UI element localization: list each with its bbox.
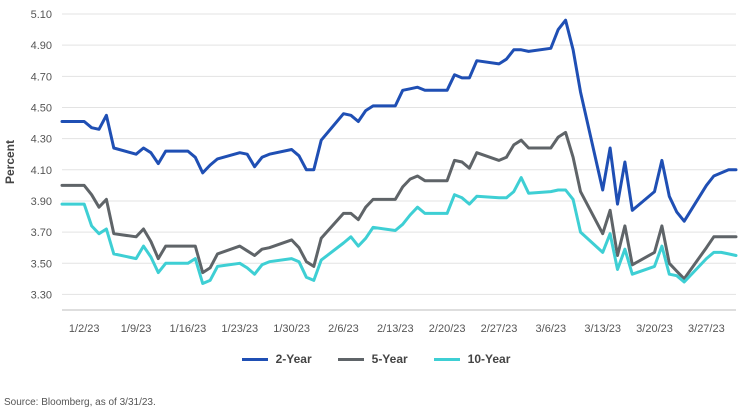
x-tick-label: 1/23/23 bbox=[221, 323, 258, 335]
line-chart: 5.10 4.90 4.70 4.50 4.30 4.10 3.90 3.70 3.50 3.30… bbox=[3, 9, 738, 335]
x-tick-label: 3/13/23 bbox=[584, 323, 621, 335]
y-tick-label: 5.10 bbox=[31, 9, 52, 21]
y-tick-label: 4.70 bbox=[31, 71, 52, 83]
x-tick-label: 2/20/23 bbox=[429, 323, 466, 335]
legend-item-10-year: 10-Year bbox=[433, 352, 511, 366]
x-tick-label: 1/30/23 bbox=[273, 323, 310, 335]
y-axis-ticks: 5.10 4.90 4.70 4.50 4.30 4.10 3.90 3.70 3.50 3.30 bbox=[31, 9, 52, 301]
x-tick-label: 1/16/23 bbox=[170, 323, 207, 335]
series-lines bbox=[60, 18, 738, 285]
y-tick-label: 3.90 bbox=[31, 196, 52, 208]
x-tick-label: 3/27/23 bbox=[688, 323, 725, 335]
y-tick-label: 4.90 bbox=[31, 40, 52, 52]
legend-label-2-year: 2-Year bbox=[275, 352, 312, 366]
legend-item-2-year: 2-Year bbox=[241, 352, 312, 366]
legend: 2-Year 5-Year 10-Year bbox=[0, 352, 752, 366]
series-line-10-year bbox=[60, 176, 738, 285]
x-tick-label: 2/27/23 bbox=[481, 323, 518, 335]
x-tick-label: 2/13/23 bbox=[377, 323, 414, 335]
series-line-2-year bbox=[60, 18, 738, 223]
legend-label-10-year: 10-Year bbox=[467, 352, 511, 366]
source-note: Source: Bloomberg, as of 3/31/23. bbox=[4, 397, 156, 408]
x-axis-ticks: 1/2/23 1/9/23 1/16/23 1/23/23 1/30/23 2/6/23 2… bbox=[69, 323, 725, 335]
legend-label-5-year: 5-Year bbox=[371, 352, 408, 366]
legend-swatch-2-year bbox=[241, 357, 268, 361]
y-tick-label: 3.30 bbox=[31, 289, 52, 301]
x-tick-label: 1/2/23 bbox=[69, 323, 100, 335]
y-axis-label: Percent bbox=[3, 140, 17, 184]
y-tick-label: 3.50 bbox=[31, 258, 52, 270]
x-tick-label: 2/6/23 bbox=[328, 323, 359, 335]
legend-swatch-5-year bbox=[337, 357, 364, 361]
legend-item-5-year: 5-Year bbox=[337, 352, 408, 366]
gridlines bbox=[62, 13, 736, 295]
x-tick-label: 3/6/23 bbox=[536, 323, 567, 335]
y-tick-label: 4.50 bbox=[31, 102, 52, 114]
y-tick-label: 4.10 bbox=[31, 165, 52, 177]
y-tick-label: 4.30 bbox=[31, 134, 52, 146]
x-tick-label: 3/20/23 bbox=[636, 323, 673, 335]
series-line-5-year bbox=[60, 130, 738, 281]
legend-swatch-10-year bbox=[433, 357, 460, 361]
y-tick-label: 3.70 bbox=[31, 227, 52, 239]
x-tick-label: 1/9/23 bbox=[121, 323, 152, 335]
